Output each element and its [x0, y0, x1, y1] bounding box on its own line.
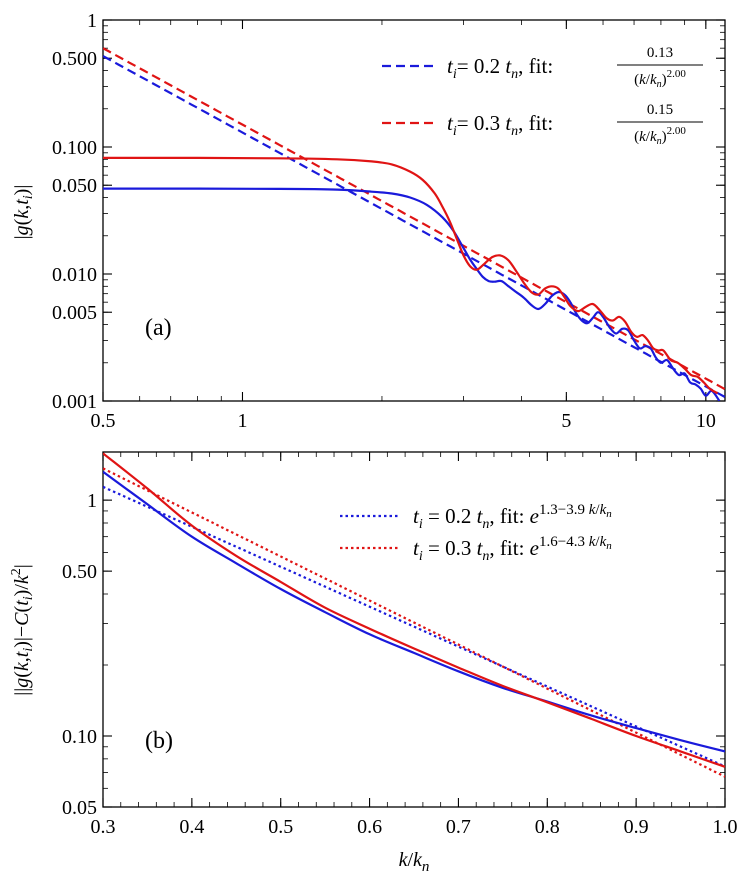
legend-b-ti-1: 0.2: [445, 504, 471, 528]
legend-a-entry-1: ti= 0.2 tn, fit: 0.13 (k/kn)2.00: [382, 45, 703, 90]
a-x-tick-label-1: 1: [237, 410, 247, 432]
panel-b-ylabel: ||g(k,ti)|−C(ti)/k2|: [9, 564, 36, 696]
b-y-tick-label-0: 0.05: [62, 797, 97, 819]
legend-a-ti-1: 0.2: [474, 54, 500, 78]
legend-b-entry-1: ti = 0.2 tn, fit: e1.3−3.9 k/kn: [340, 502, 612, 532]
b-y-tick-label-1: 0.10: [62, 726, 97, 748]
legend-a-den-2: (k/kn)2.00: [634, 125, 686, 147]
panel-a-legend: ti= 0.2 tn, fit: 0.13 (k/kn)2.00 ti= 0.3…: [382, 45, 703, 147]
legend-a-num-1: 0.13: [647, 45, 673, 61]
b-y-tick-label-3: 1: [87, 490, 97, 512]
a-series-2-data-solid: [103, 187, 721, 401]
panel-b-chart: 0.3 0.4 0.5 0.6 0.7 0.8 0.9 1.0 0.05 0.10 0.50 1 ||…: [9, 451, 738, 875]
b-x-tick-label-7: 1.0: [713, 816, 738, 838]
panel-b-ticks: [102, 452, 726, 808]
a-series-1-powerlaw-dashed: [103, 47, 725, 391]
a-y-tick-label-4: 0.100: [52, 137, 97, 159]
legend-b-ti-2: 0.3: [445, 536, 471, 560]
a-y-tick-label-1: 0.005: [52, 302, 97, 324]
b-series-0-exp-dotted: [103, 485, 725, 768]
a-series-0-powerlaw-dashed: [103, 55, 725, 398]
legend-a-ti-2: 0.3: [474, 111, 500, 135]
panel-b-legend: ti = 0.2 tn, fit: e1.3−3.9 k/kn ti = 0.3…: [340, 502, 612, 564]
legend-a-exp-1: 2.00: [667, 68, 687, 80]
a-y-tick-label-6: 1: [87, 10, 97, 32]
a-x-tick-label-0: 0.5: [91, 410, 116, 432]
b-y-tick-label-2: 0.50: [62, 561, 97, 583]
b-series-1-exp-dotted: [103, 467, 725, 778]
panel-b-frame: [102, 451, 726, 808]
legend-a-entry-2: ti= 0.3 tn, fit: 0.15 (k/kn)2.00: [382, 102, 703, 147]
panel-b-tick-labels: 0.3 0.4 0.5 0.6 0.7 0.8 0.9 1.0 0.05 0.10 0.50 1: [62, 490, 738, 838]
a-y-tick-label-2: 0.010: [52, 264, 97, 286]
a-y-tick-label-0: 0.001: [52, 391, 97, 413]
legend-a-exp-2: 2.00: [667, 125, 687, 137]
panel-a-chart: 0.5 1 5 10 0.001 0.005 0.010 0.050 0.100 0.500 1 |…: [11, 10, 726, 432]
b-x-tick-label-6: 0.9: [624, 816, 649, 838]
panel-a-ylabel: |g(k,ti)|: [11, 185, 36, 240]
a-y-tick-label-3: 0.050: [52, 175, 97, 197]
legend-b-text-1: ti = 0.2 tn, fit: e1.3−3.9 k/kn: [413, 502, 612, 532]
panel-b-label: (b): [145, 728, 173, 754]
panel-b-series: [103, 452, 725, 778]
panel-a-frame: [102, 19, 726, 402]
b-series-3-data-solid: [103, 452, 725, 768]
panel-b-xlabel: k/kn: [399, 849, 430, 875]
b-series-2-data-solid: [103, 470, 725, 753]
panel-a-series: [103, 47, 725, 401]
b-x-tick-label-1: 0.4: [179, 816, 204, 838]
legend-a-text-2: ti= 0.3 tn, fit:: [447, 111, 553, 139]
a-series-3-data-solid: [103, 156, 719, 395]
a-x-tick-label-3: 10: [696, 410, 716, 432]
panel-a-tick-labels: 0.5 1 5 10 0.001 0.005 0.010 0.050 0.100 0.500 1: [52, 10, 716, 432]
b-x-tick-label-4: 0.7: [446, 816, 471, 838]
b-x-tick-label-5: 0.8: [535, 816, 560, 838]
legend-a-den-1: (k/kn)2.00: [634, 68, 686, 90]
panel-a-label: (a): [145, 315, 172, 341]
b-x-tick-label-2: 0.5: [268, 816, 293, 838]
b-x-tick-label-0: 0.3: [91, 816, 116, 838]
legend-b-entry-2: ti = 0.3 tn, fit: e1.6−4.3 k/kn: [340, 534, 612, 564]
a-y-tick-label-5: 0.500: [52, 48, 97, 70]
b-x-tick-label-3: 0.6: [357, 816, 382, 838]
legend-b-expo-2: 1.6−4.3: [539, 534, 585, 550]
legend-a-num-2: 0.15: [647, 102, 673, 118]
legend-b-expo-1: 1.3−3.9: [539, 502, 585, 518]
panel-a-ticks: [102, 19, 725, 402]
a-x-tick-label-2: 5: [561, 410, 571, 432]
legend-b-text-2: ti = 0.3 tn, fit: e1.6−4.3 k/kn: [413, 534, 612, 564]
legend-a-text-1: ti= 0.2 tn, fit:: [447, 54, 553, 82]
